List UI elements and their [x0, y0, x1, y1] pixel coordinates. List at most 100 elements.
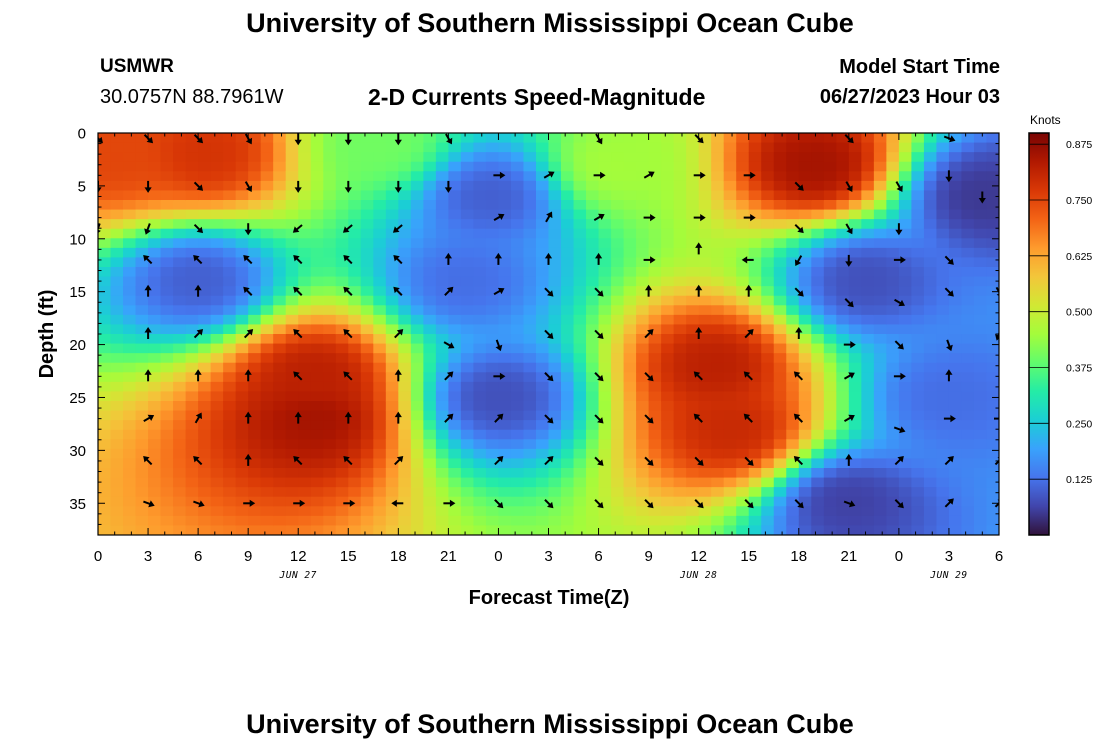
- heatmap-cell: [335, 496, 349, 507]
- heatmap-cell: [248, 410, 262, 421]
- heatmap-cell: [360, 171, 374, 182]
- current-vector-arrow: [193, 329, 204, 339]
- heatmap-cell: [623, 257, 637, 268]
- heatmap-cell: [373, 228, 387, 239]
- heatmap-cell: [836, 295, 850, 306]
- current-vector-arrow: [293, 286, 303, 296]
- heatmap-cell: [248, 362, 262, 373]
- heatmap-cell: [448, 180, 462, 192]
- heatmap-cell: [160, 468, 174, 479]
- heatmap-cell: [923, 439, 938, 450]
- heatmap-cell: [811, 353, 825, 364]
- heatmap-cell: [861, 487, 875, 498]
- heatmap-cell: [185, 448, 199, 460]
- heatmap-cell: [948, 314, 963, 326]
- heatmap-cell: [523, 458, 537, 469]
- heatmap-cell: [773, 324, 787, 335]
- heatmap-cell: [185, 180, 199, 192]
- heatmap-cell: [498, 305, 512, 316]
- heatmap-cell: [310, 401, 324, 412]
- current-vector-arrow: [978, 191, 986, 204]
- heatmap-cell: [360, 228, 374, 239]
- heatmap-cell: [936, 257, 950, 268]
- heatmap-cell: [210, 142, 224, 153]
- heatmap-cell: [498, 324, 512, 335]
- heatmap-cell: [798, 180, 812, 192]
- heatmap-cell: [135, 286, 149, 297]
- heatmap-cell: [586, 334, 600, 345]
- heatmap-cell: [698, 487, 712, 498]
- heatmap-cell: [523, 448, 537, 460]
- heatmap-cell: [936, 171, 950, 182]
- model-start-label: Model Start Time: [839, 56, 1000, 78]
- heatmap-cell: [698, 324, 712, 335]
- heatmap-cell: [410, 439, 424, 450]
- heatmap-cell: [460, 171, 475, 182]
- heatmap-cell: [786, 496, 800, 507]
- heatmap-cell: [398, 180, 412, 192]
- heatmap-cell: [148, 353, 162, 364]
- heatmap-cell: [473, 324, 487, 335]
- current-vector-arrow: [443, 499, 456, 507]
- heatmap-cell: [523, 362, 537, 373]
- heatmap-cell: [298, 219, 312, 230]
- heatmap-cell: [861, 372, 875, 383]
- heatmap-cell: [698, 525, 712, 535]
- heatmap-cell: [636, 180, 650, 192]
- current-vector-arrow: [844, 298, 854, 308]
- heatmap-cell: [761, 439, 775, 450]
- heatmap-cell: [485, 439, 500, 450]
- heatmap-cell: [986, 429, 999, 440]
- heatmap-cell: [811, 429, 825, 440]
- heatmap-cell: [773, 314, 787, 326]
- heatmap-cell: [398, 171, 412, 182]
- heatmap-cell: [848, 180, 862, 192]
- heatmap-cell: [736, 458, 750, 469]
- heatmap-cell: [385, 209, 399, 220]
- heatmap-cell: [360, 525, 374, 535]
- heatmap-cell: [535, 391, 550, 402]
- heatmap-cell: [961, 257, 975, 268]
- heatmap-cell: [811, 468, 825, 479]
- heatmap-cell: [310, 429, 324, 440]
- heatmap-cell: [936, 448, 950, 460]
- heatmap-cell: [435, 314, 449, 326]
- heatmap-cell: [148, 420, 162, 431]
- heatmap-cell: [861, 401, 875, 412]
- heatmap-cell: [623, 324, 637, 335]
- heatmap-cell: [911, 410, 925, 421]
- heatmap-cell: [135, 381, 149, 393]
- heatmap-cell: [861, 171, 875, 182]
- heatmap-cell: [123, 420, 137, 431]
- heatmap-cell: [98, 228, 112, 239]
- heatmap-cell: [335, 391, 349, 402]
- heatmap-cell: [873, 133, 887, 144]
- heatmap-cell: [886, 209, 900, 220]
- heatmap-cell: [335, 161, 349, 172]
- heatmap-cell: [510, 238, 525, 249]
- heatmap-cell: [460, 401, 475, 412]
- heatmap-cell: [548, 429, 562, 440]
- heatmap-cell: [811, 276, 825, 287]
- heatmap-cell: [210, 343, 224, 354]
- heatmap-cell: [260, 410, 274, 421]
- heatmap-cell: [886, 487, 900, 498]
- x-tick-label: 9: [644, 548, 652, 565]
- heatmap-cell: [385, 324, 399, 335]
- current-vector-arrow: [543, 171, 555, 179]
- heatmap-cell: [598, 286, 612, 297]
- heatmap-cell: [148, 171, 162, 182]
- heatmap-cell: [498, 161, 512, 172]
- heatmap-cell: [110, 515, 124, 527]
- heatmap-cell: [761, 247, 775, 259]
- heatmap-cell: [360, 496, 374, 507]
- heatmap-cell: [886, 180, 900, 192]
- heatmap-cell: [410, 448, 424, 460]
- heatmap-cell: [248, 334, 262, 345]
- heatmap-cell: [986, 171, 999, 182]
- heatmap-cell: [260, 525, 274, 535]
- heatmap-cell: [836, 420, 850, 431]
- heatmap-cell: [986, 458, 999, 469]
- heatmap-cell: [535, 353, 550, 364]
- heatmap-cell: [861, 362, 875, 373]
